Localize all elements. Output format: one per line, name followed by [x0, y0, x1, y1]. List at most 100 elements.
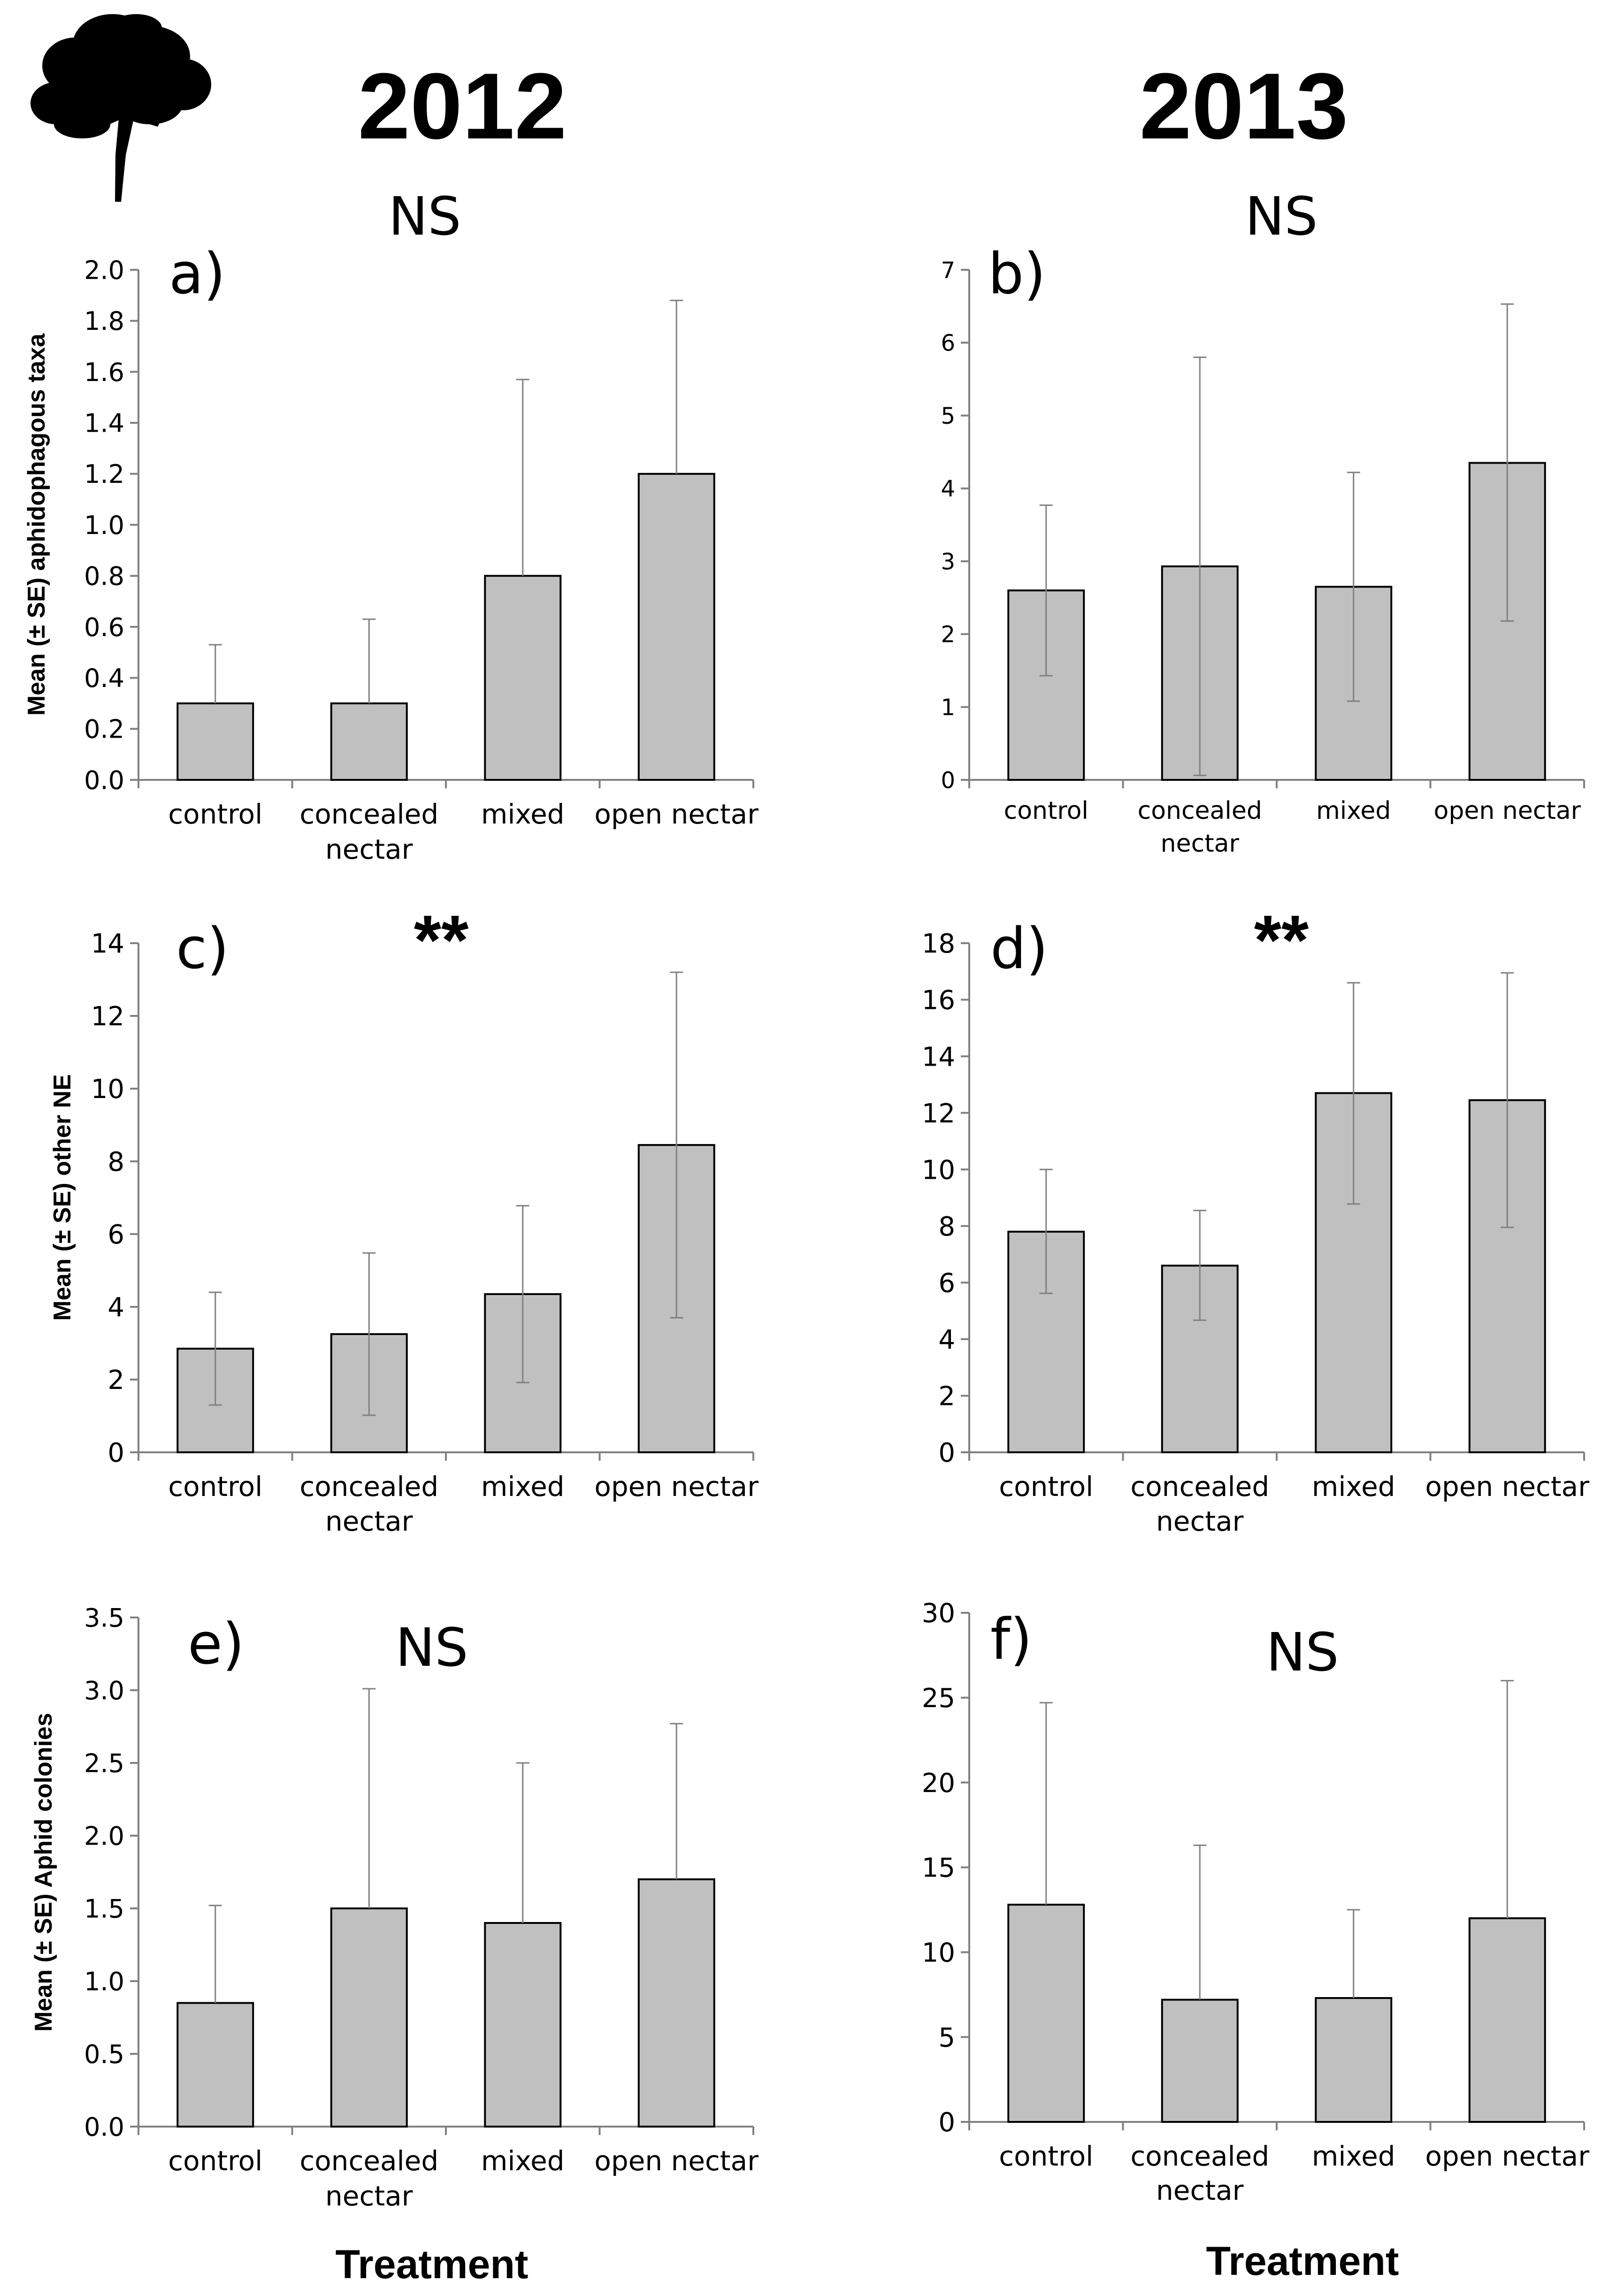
- category-label: control: [999, 1471, 1093, 1503]
- y-tick-label: 0.4: [84, 664, 124, 693]
- y-tick-label: 1.6: [84, 358, 124, 387]
- y-tick-label: 10: [922, 1155, 955, 1185]
- significance-label-e: NS: [396, 1617, 468, 1678]
- y-tick-label: 12: [922, 1098, 955, 1129]
- y-tick-label: 6: [941, 330, 955, 357]
- y-tick-label: 0.8: [84, 562, 124, 591]
- y-tick-label: 3.5: [84, 1603, 124, 1632]
- panel-label-f: f): [990, 1607, 1032, 1672]
- bar-f-3: [1468, 1917, 1546, 2123]
- x-axis-title-right: Treatment: [1206, 2239, 1399, 2284]
- y-tick-label: 0.5: [84, 2039, 124, 2069]
- bar-a-2: [484, 575, 562, 781]
- category-label: control: [1004, 797, 1088, 825]
- significance-label-f: NS: [1266, 1622, 1339, 1683]
- bar-e-1: [330, 1907, 408, 2128]
- y-tick-label: 4: [938, 1325, 955, 1355]
- panel-label-a: a): [169, 242, 225, 307]
- y-tick-label: 6: [938, 1268, 955, 1298]
- y-tick-label: 3: [941, 549, 955, 575]
- bar-a-0: [176, 702, 254, 781]
- y-tick-label: 1.5: [84, 1894, 124, 1923]
- bar-a-1: [330, 702, 408, 781]
- category-label: concealed nectar: [299, 798, 438, 865]
- y-axis-title-e: Mean (± SE) Aphid colonies: [30, 1713, 57, 2032]
- y-tick-label: 6: [107, 1220, 124, 1250]
- bar-e-0: [176, 2002, 254, 2128]
- significance-label-d: **: [1254, 900, 1309, 979]
- category-label: mixed: [481, 1471, 565, 1503]
- y-tick-label: 1.0: [84, 511, 124, 540]
- category-label: concealed nectar: [299, 1471, 438, 1537]
- category-label: open nectar: [1434, 797, 1581, 825]
- y-tick-label: 18: [922, 929, 955, 959]
- category-label: open nectar: [1425, 2140, 1589, 2172]
- y-tick-label: 14: [91, 929, 124, 959]
- category-label: control: [168, 798, 262, 830]
- bar-f-2: [1315, 1997, 1393, 2123]
- category-label: mixed: [1312, 1471, 1395, 1503]
- y-tick-label: 7: [941, 257, 955, 283]
- y-tick-label: 0: [938, 1438, 955, 1468]
- panel-label-b: b): [988, 242, 1046, 307]
- y-tick-label: 0: [941, 767, 955, 793]
- y-tick-label: 10: [91, 1074, 124, 1105]
- category-label: mixed: [1312, 2140, 1395, 2172]
- y-tick-label: 0.6: [84, 612, 124, 642]
- significance-label-c: **: [414, 900, 469, 979]
- panel-b: 0 1 2 3 4 5 6 7 control concealed nectar mixed open …: [941, 186, 1585, 858]
- x-axis-title-left: Treatment: [335, 2242, 528, 2287]
- panel-label-c: c): [176, 916, 229, 982]
- y-tick-label: 15: [922, 1853, 955, 1884]
- y-tick-label: 16: [922, 985, 955, 1016]
- panel-c: 0 2 4 6 8 10 12 14 control concealed nectar mixed op…: [49, 900, 759, 1537]
- y-tick-label: 0: [107, 1438, 124, 1468]
- bar-e-2: [484, 1922, 562, 2128]
- category-label: control: [168, 1471, 262, 1503]
- category-label: control: [999, 2140, 1093, 2172]
- y-axis-title-c: Mean (± SE) other NE: [49, 1074, 76, 1320]
- y-tick-label: 0: [938, 2107, 955, 2138]
- y-tick-label: 1: [941, 694, 955, 721]
- panel-f: 0 5 10 15 20 25 30 control concealed nectar mixed o…: [922, 1598, 1589, 2206]
- y-tick-label: 8: [107, 1147, 124, 1177]
- category-label: open nectar: [594, 2145, 759, 2177]
- category-label: mixed: [1316, 797, 1391, 825]
- category-label: concealed nectar: [1130, 2140, 1269, 2206]
- y-tick-label: 1.0: [84, 1967, 124, 1996]
- category-label: open nectar: [594, 1471, 759, 1503]
- category-label: concealed nectar: [299, 2145, 438, 2212]
- y-tick-label: 1.4: [84, 409, 124, 438]
- panel-label-d: d): [990, 916, 1048, 982]
- y-axis-title-a: Mean (± SE) aphidophagous taxa: [23, 333, 50, 716]
- category-label: open nectar: [594, 798, 759, 830]
- bar-a-3: [637, 473, 715, 781]
- y-tick-label: 1.2: [84, 459, 124, 489]
- y-tick-label: 8: [938, 1212, 955, 1242]
- panel-d: 0 2 4 6 8 10 12 14 16 18 control concealed nectar mix…: [922, 900, 1589, 1537]
- bar-f-0: [1007, 1904, 1085, 2123]
- tree-silhouette-icon: [31, 14, 211, 202]
- category-label: control: [168, 2145, 262, 2177]
- year-right-header: 2013: [1140, 54, 1348, 159]
- y-tick-label: 1.8: [84, 306, 124, 336]
- y-tick-label: 30: [922, 1598, 955, 1629]
- year-left-header: 2012: [358, 54, 567, 159]
- category-label: mixed: [481, 798, 565, 830]
- significance-label-a: NS: [389, 186, 461, 247]
- panel-a: 0.0 0.2 0.4 0.6 0.8 1.0 1.2 1.4 1.6 1.8 2.0 control…: [23, 186, 759, 865]
- y-tick-label: 2.0: [84, 1821, 124, 1851]
- bar-e-3: [637, 1878, 715, 2128]
- y-tick-label: 14: [922, 1042, 955, 1072]
- category-label: open nectar: [1425, 1471, 1589, 1503]
- category-label: concealed nectar: [1130, 1471, 1269, 1537]
- y-tick-label: 0.0: [84, 765, 124, 795]
- y-tick-label: 2.0: [84, 255, 124, 285]
- panel-label-e: e): [188, 1612, 245, 1677]
- bar-f-1: [1161, 1999, 1239, 2123]
- y-tick-label: 4: [941, 476, 955, 502]
- y-tick-label: 4: [107, 1292, 124, 1323]
- y-tick-label: 12: [91, 1001, 124, 1032]
- y-tick-label: 20: [922, 1768, 955, 1799]
